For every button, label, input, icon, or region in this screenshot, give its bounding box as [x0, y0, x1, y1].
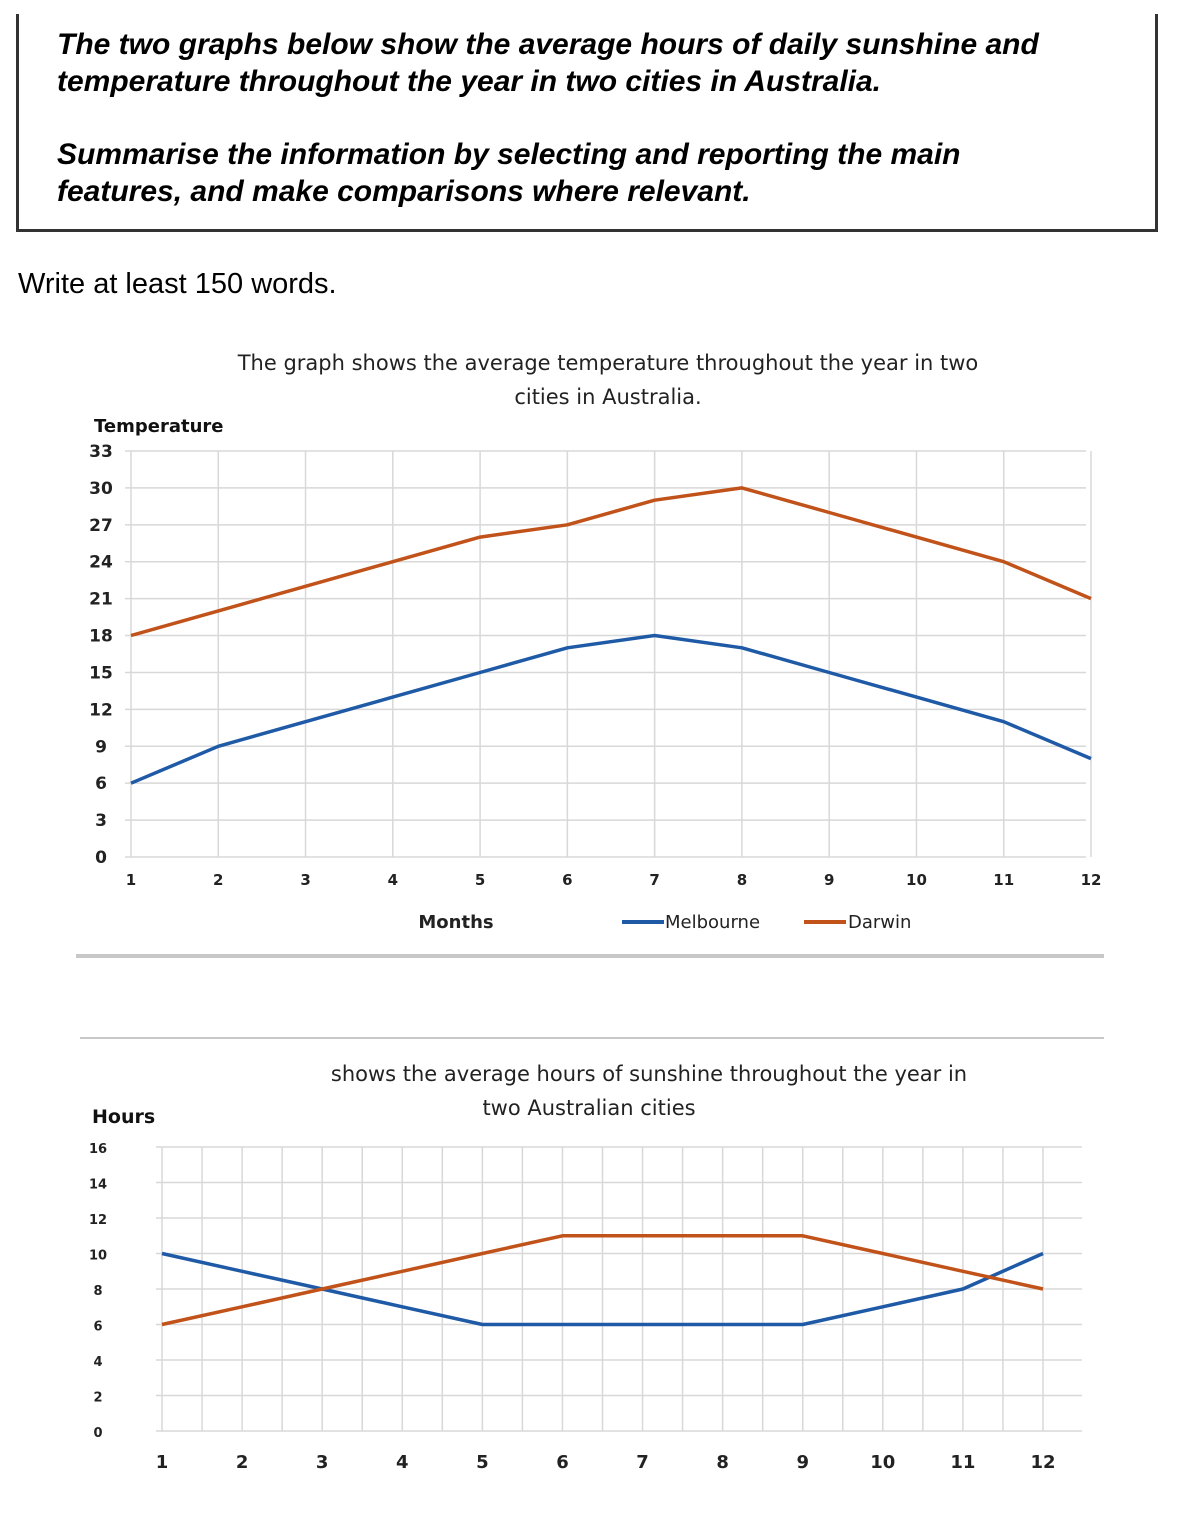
task-prompt-box: The two graphs below show the average ho…: [16, 14, 1158, 232]
temperature-chart-title-line: cities in Australia.: [514, 385, 701, 409]
y-tick-label: 0: [93, 1426, 102, 1441]
x-tick-label: 1: [156, 1452, 169, 1473]
x-tick-label: 12: [1081, 871, 1102, 889]
x-tick-label: 10: [870, 1452, 895, 1473]
sunshine-chart-title-line: two Australian cities: [482, 1096, 695, 1120]
y-tick-label: 4: [93, 1355, 102, 1370]
temperature-chart-title-line: The graph shows the average temperature …: [237, 351, 979, 375]
y-tick-label: 14: [89, 1178, 107, 1193]
x-tick-label: 5: [475, 871, 485, 889]
temperature-chart: The graph shows the average temperature …: [74, 340, 1106, 962]
sunshine-chart: shows the average hours of sunshine thro…: [74, 1030, 1106, 1480]
legend-label-melbourne: Melbourne: [665, 912, 760, 933]
x-tick-label: 11: [950, 1452, 975, 1473]
x-tick-label: 5: [476, 1452, 489, 1473]
series-line-series-1: [161, 1251, 1044, 1327]
temperature-y-axis-label: Temperature: [94, 416, 223, 437]
y-tick-label: 0: [95, 848, 107, 868]
temperature-chart-svg: The graph shows the average temperature …: [76, 351, 1104, 958]
x-tick-label: 2: [213, 871, 223, 889]
x-tick-label: 6: [562, 871, 572, 889]
series-line-darwin: [130, 486, 1092, 638]
word-count-instruction: Write at least 150 words.: [18, 268, 337, 300]
task-summary-line: Summarise the information by selecting a…: [57, 138, 961, 171]
y-tick-label: 16: [89, 1142, 107, 1157]
x-tick-label: 11: [993, 871, 1014, 889]
task-prompt-line: The two graphs below show the average ho…: [57, 28, 1039, 61]
x-tick-label: 8: [737, 871, 747, 889]
x-tick-label: 12: [1030, 1452, 1055, 1473]
y-tick-label: 3: [95, 811, 107, 831]
x-tick-label: 10: [906, 871, 927, 889]
series-line-series-2: [161, 1234, 1044, 1327]
x-tick-label: 1: [126, 871, 136, 889]
y-tick-label: 6: [95, 774, 107, 794]
y-tick-label: 24: [89, 553, 113, 573]
temperature-x-axis-label: Months: [418, 912, 493, 933]
x-tick-label: 6: [556, 1452, 569, 1473]
y-tick-label: 33: [89, 442, 113, 462]
y-tick-label: 30: [89, 479, 113, 499]
y-tick-label: 8: [93, 1284, 102, 1299]
y-tick-label: 15: [89, 663, 113, 683]
x-tick-label: 9: [796, 1452, 809, 1473]
y-tick-label: 12: [89, 1213, 107, 1228]
y-tick-label: 6: [93, 1320, 102, 1335]
x-tick-label: 8: [716, 1452, 729, 1473]
y-tick-label: 21: [89, 590, 113, 610]
x-tick-label: 3: [316, 1452, 329, 1473]
y-tick-label: 2: [93, 1391, 102, 1406]
x-tick-label: 3: [300, 871, 310, 889]
sunshine-y-axis-label: Hours: [92, 1106, 155, 1128]
series-line-melbourne: [130, 633, 1092, 785]
y-tick-label: 27: [89, 516, 113, 536]
sunshine-chart-title-line: shows the average hours of sunshine thro…: [331, 1062, 967, 1086]
y-tick-label: 9: [95, 737, 107, 757]
y-tick-label: 10: [89, 1249, 107, 1264]
x-tick-label: 9: [824, 871, 834, 889]
x-tick-label: 2: [236, 1452, 249, 1473]
x-tick-label: 4: [396, 1452, 409, 1473]
x-tick-label: 4: [388, 871, 398, 889]
legend-label-darwin: Darwin: [848, 912, 911, 933]
x-tick-label: 7: [649, 871, 659, 889]
task-summary-line: features, and make comparisons where rel…: [57, 175, 751, 208]
y-tick-label: 18: [89, 627, 113, 647]
y-tick-label: 12: [89, 700, 113, 720]
task-prompt-line: temperature throughout the year in two c…: [57, 65, 882, 98]
x-tick-label: 7: [636, 1452, 649, 1473]
sunshine-chart-svg: shows the average hours of sunshine thro…: [80, 1037, 1104, 1473]
